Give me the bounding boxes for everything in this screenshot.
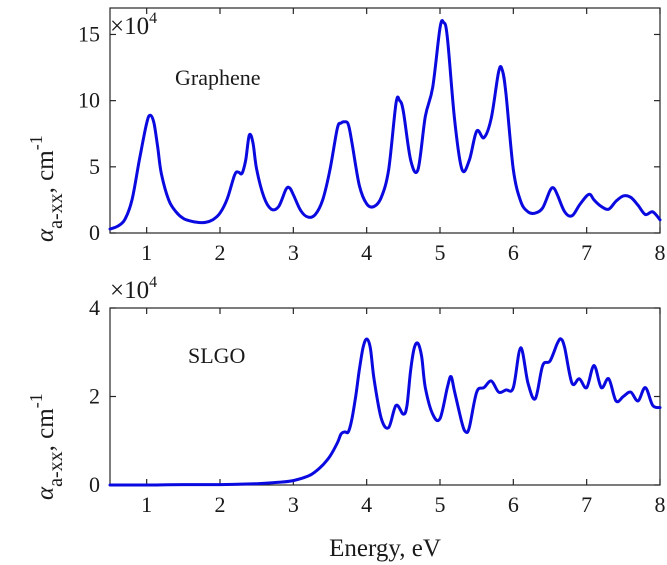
slgo-x-tick-label: 6 <box>508 492 519 517</box>
graphene-x-tick-label: 8 <box>655 240 666 265</box>
graphene-y-axis-units: , cm <box>32 150 59 194</box>
graphene-y-scale-exponent: 4 <box>149 10 157 27</box>
slgo-x-tick-label: 5 <box>435 492 446 517</box>
slgo-x-tick-label: 8 <box>655 492 666 517</box>
slgo-panel-label: SLGO <box>188 343 245 368</box>
slgo-y-tick-label: 0 <box>89 472 100 497</box>
graphene-y-tick-label: 15 <box>78 21 100 46</box>
x-axis-label: Energy, eV <box>329 535 441 562</box>
graphene-y-ticks: 0 5 10 15 <box>78 21 660 245</box>
graphene-absorption-line <box>108 19 662 231</box>
graphene-y-scale-base: ×10 <box>110 13 149 40</box>
slgo-y-tick-label: 4 <box>89 295 100 320</box>
graphene-x-tick-label: 6 <box>508 240 519 265</box>
graphene-y-axis-label: αa-xx, cm-1 <box>26 135 67 242</box>
graphene-x-tick-label: 7 <box>581 240 592 265</box>
slgo-plot-frame <box>109 307 661 486</box>
slgo-y-axis-units: , cm <box>32 408 59 452</box>
graphene-plot-frame <box>109 7 661 234</box>
slgo-absorption-line <box>108 337 662 487</box>
graphene-y-axis-units-exponent: -1 <box>26 135 46 150</box>
graphene-y-axis-symbol: α <box>32 228 59 242</box>
graphene-panel-label: Graphene <box>175 65 261 90</box>
graphene-y-axis-subscript: a-xx <box>45 193 67 229</box>
graphene-y-tick-label: 5 <box>89 154 100 179</box>
slgo-x-tick-label: 7 <box>581 492 592 517</box>
graphene-y-tick-label: 10 <box>78 88 100 113</box>
slgo-x-tick-label: 1 <box>141 492 152 517</box>
graphene-x-ticks: 1 2 3 4 5 6 7 8 <box>141 8 666 265</box>
graphene-x-tick-label: 4 <box>361 240 372 265</box>
graphene-x-tick-label: 3 <box>288 240 299 265</box>
slgo-y-axis-units-exponent: -1 <box>26 393 46 408</box>
slgo-y-axis-symbol: α <box>32 486 59 500</box>
slgo-y-axis-subscript: a-xx <box>45 451 67 487</box>
slgo-x-tick-label: 3 <box>288 492 299 517</box>
slgo-x-tick-label: 2 <box>215 492 226 517</box>
graphene-x-tick-label: 1 <box>141 240 152 265</box>
graphene-y-tick-label: 0 <box>89 220 100 245</box>
slgo-y-tick-label: 2 <box>89 384 100 409</box>
slgo-x-ticks: 1 2 3 4 5 6 7 8 <box>141 308 666 517</box>
graphene-x-tick-label: 5 <box>435 240 446 265</box>
slgo-y-scale-factor: ×104 <box>110 274 157 304</box>
graphene-x-tick-label: 2 <box>215 240 226 265</box>
slgo-y-scale-base: ×10 <box>110 277 149 304</box>
slgo-y-ticks: 0 2 4 <box>89 295 660 497</box>
slgo-y-scale-exponent: 4 <box>149 274 157 291</box>
graphene-y-scale-factor: ×104 <box>110 10 157 40</box>
slgo-y-axis-label: αa-xx, cm-1 <box>26 393 67 500</box>
slgo-x-tick-label: 4 <box>361 492 372 517</box>
